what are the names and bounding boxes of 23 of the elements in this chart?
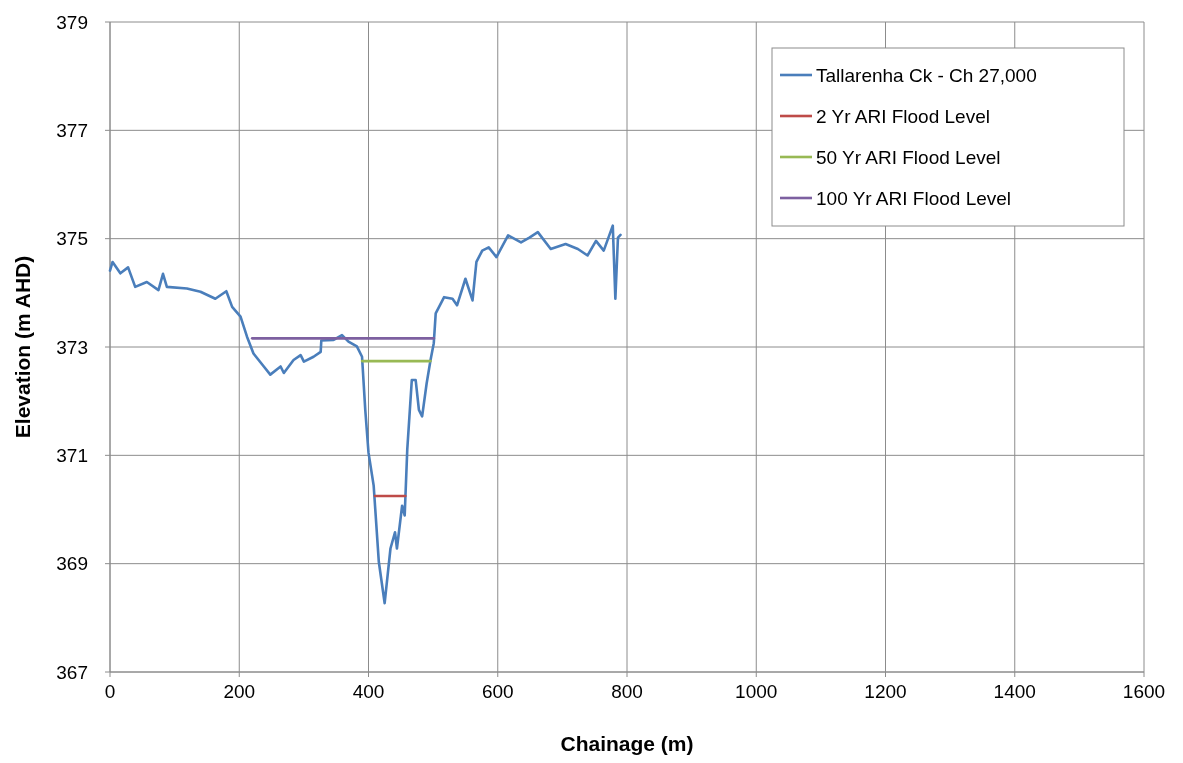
- legend-label: 100 Yr ARI Flood Level: [816, 187, 1012, 209]
- x-tick-label: 1200: [864, 681, 907, 702]
- y-tick-label: 369: [56, 553, 88, 575]
- legend-label: Tallarenha Ck - Ch 27,000: [816, 64, 1037, 86]
- y-tick-label: 373: [56, 336, 88, 358]
- y-tick-label: 375: [56, 228, 88, 250]
- legend-label: 50 Yr ARI Flood Level: [816, 146, 1001, 168]
- y-tick-label: 377: [56, 119, 88, 141]
- x-tick-label: 200: [223, 681, 256, 702]
- x-tick-label: 600: [481, 681, 514, 702]
- x-tick-label: 1000: [735, 681, 778, 702]
- x-tick-label: 1400: [993, 681, 1036, 702]
- x-tick-label: 1600: [1122, 681, 1166, 702]
- y-tick-label: 379: [56, 11, 88, 33]
- y-tick-label: 371: [56, 444, 88, 466]
- y-axis-title: Elevation (m AHD): [11, 255, 34, 439]
- x-axis-title: Chainage (m): [560, 732, 694, 755]
- legend-label: 2 Yr ARI Flood Level: [816, 105, 990, 127]
- x-tick-label: 400: [352, 681, 385, 702]
- y-tick-label: 367: [56, 661, 88, 683]
- x-tick-label: 0: [104, 681, 116, 702]
- line-series: [108, 224, 622, 605]
- x-tick-label: 800: [611, 681, 643, 702]
